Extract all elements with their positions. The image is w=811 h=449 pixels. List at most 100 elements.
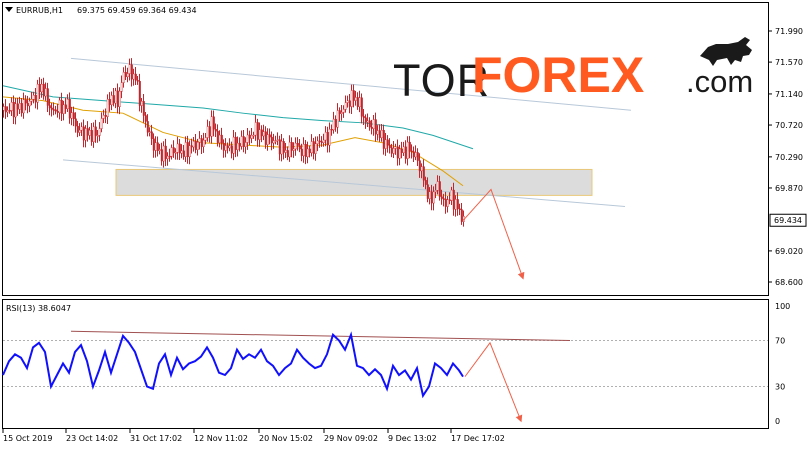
candle-body [22,99,25,114]
candle-body [384,139,387,149]
time-tick-label: 29 Nov 09:02 [324,434,378,443]
candle-body [146,121,149,133]
candle-body [448,199,451,201]
channel-lower-line [62,159,626,207]
candle-body [356,97,359,107]
candle-body [198,138,201,143]
candle-body [228,145,231,149]
candle-body [164,145,167,159]
candle-body [456,199,459,209]
rsi-tick-label: 70 [775,337,785,346]
candle-body [194,141,197,150]
candle-body [174,152,177,154]
candle-body [318,140,321,143]
candle-body [278,139,281,155]
candle-body [296,142,299,146]
candle-body [440,196,443,199]
candle-body [312,141,315,154]
candle-body [254,122,257,136]
time-tick-label: 17 Dec 17:02 [451,434,505,443]
price-tick-label: 69.020 [775,247,803,256]
candle-body [50,107,53,110]
candle-body [246,134,249,143]
candle-body [276,139,279,141]
symbol-header: EURRUB,H1 69.375 69.459 69.364 69.434 [5,6,197,15]
candle-body [290,142,293,151]
candle-body [160,149,163,162]
candle-body [326,132,329,146]
candle-body [346,100,349,103]
candle-body [378,130,381,138]
candle-body [334,118,337,128]
candle-body [46,88,49,106]
candle-body [118,91,121,107]
candle-body [170,147,173,157]
candle-body [350,90,353,107]
candle-body [218,134,221,143]
candle-body [40,83,43,93]
rsi-forecast-arrow [464,341,523,423]
last-price-tag: 69.434 [769,213,807,227]
candle-body [374,119,377,135]
candle-body [116,90,119,107]
rsi-tick-label: 100 [775,302,790,311]
candle-body [68,99,71,119]
support-zone [115,168,593,196]
candle-body [148,131,151,133]
candle-body [274,140,277,142]
candle-body [44,88,47,97]
ohlc-values: 69.375 69.459 69.364 69.434 [77,6,197,15]
candle-body [154,142,157,151]
price-forecast-arrow [462,188,525,280]
candle-body [284,150,287,153]
candle-body [10,102,13,111]
candle-body [216,130,219,143]
channel-upper-line [70,57,632,111]
candle-body [26,102,29,107]
symbol-label: EURRUB,H1 [16,6,63,15]
candle-body [192,141,195,148]
candle-body [436,181,439,191]
candle-body [368,120,371,128]
candle-body [122,72,125,83]
candle-body [240,136,243,147]
candle-body [144,115,147,122]
time-tick-label: 31 Oct 17:02 [130,434,182,443]
time-axis: 15 Oct 2019 23 Oct 14:02 31 Oct 17:02 12 No… [2,429,505,443]
candle-body [338,110,341,114]
candle-body [150,131,153,139]
candle-body [344,102,347,110]
rsi-header: RSI(13) 38.6047 [6,304,71,313]
candle-body [36,84,39,103]
candle-body [166,155,169,159]
candle-body [104,115,107,117]
price-tick-label: 71.990 [775,27,803,36]
candle-body [28,100,31,107]
candle-body [308,148,311,154]
candle-body [288,142,291,158]
candle-body [130,64,133,80]
candle-body [180,150,183,154]
candle-body [404,146,407,159]
candle-body [294,142,297,150]
candle-body [72,112,75,119]
svg-text:69.434: 69.434 [774,216,802,225]
candle-body [100,118,103,129]
candle-body [304,144,307,157]
candle-body [140,101,143,106]
candle-body [176,143,179,153]
candle-body [52,109,55,111]
candle-body [66,99,69,109]
candle-body [200,138,203,147]
candle-body [230,145,233,154]
candle-body [306,148,309,157]
candle-body [212,116,215,130]
candle-body [134,73,137,81]
candle-body [162,145,165,162]
candle-body [358,97,361,107]
candle-body [434,190,437,193]
candle-body [120,82,123,92]
candle-body [348,100,351,107]
candle-body [266,134,269,145]
candle-body [412,151,415,158]
